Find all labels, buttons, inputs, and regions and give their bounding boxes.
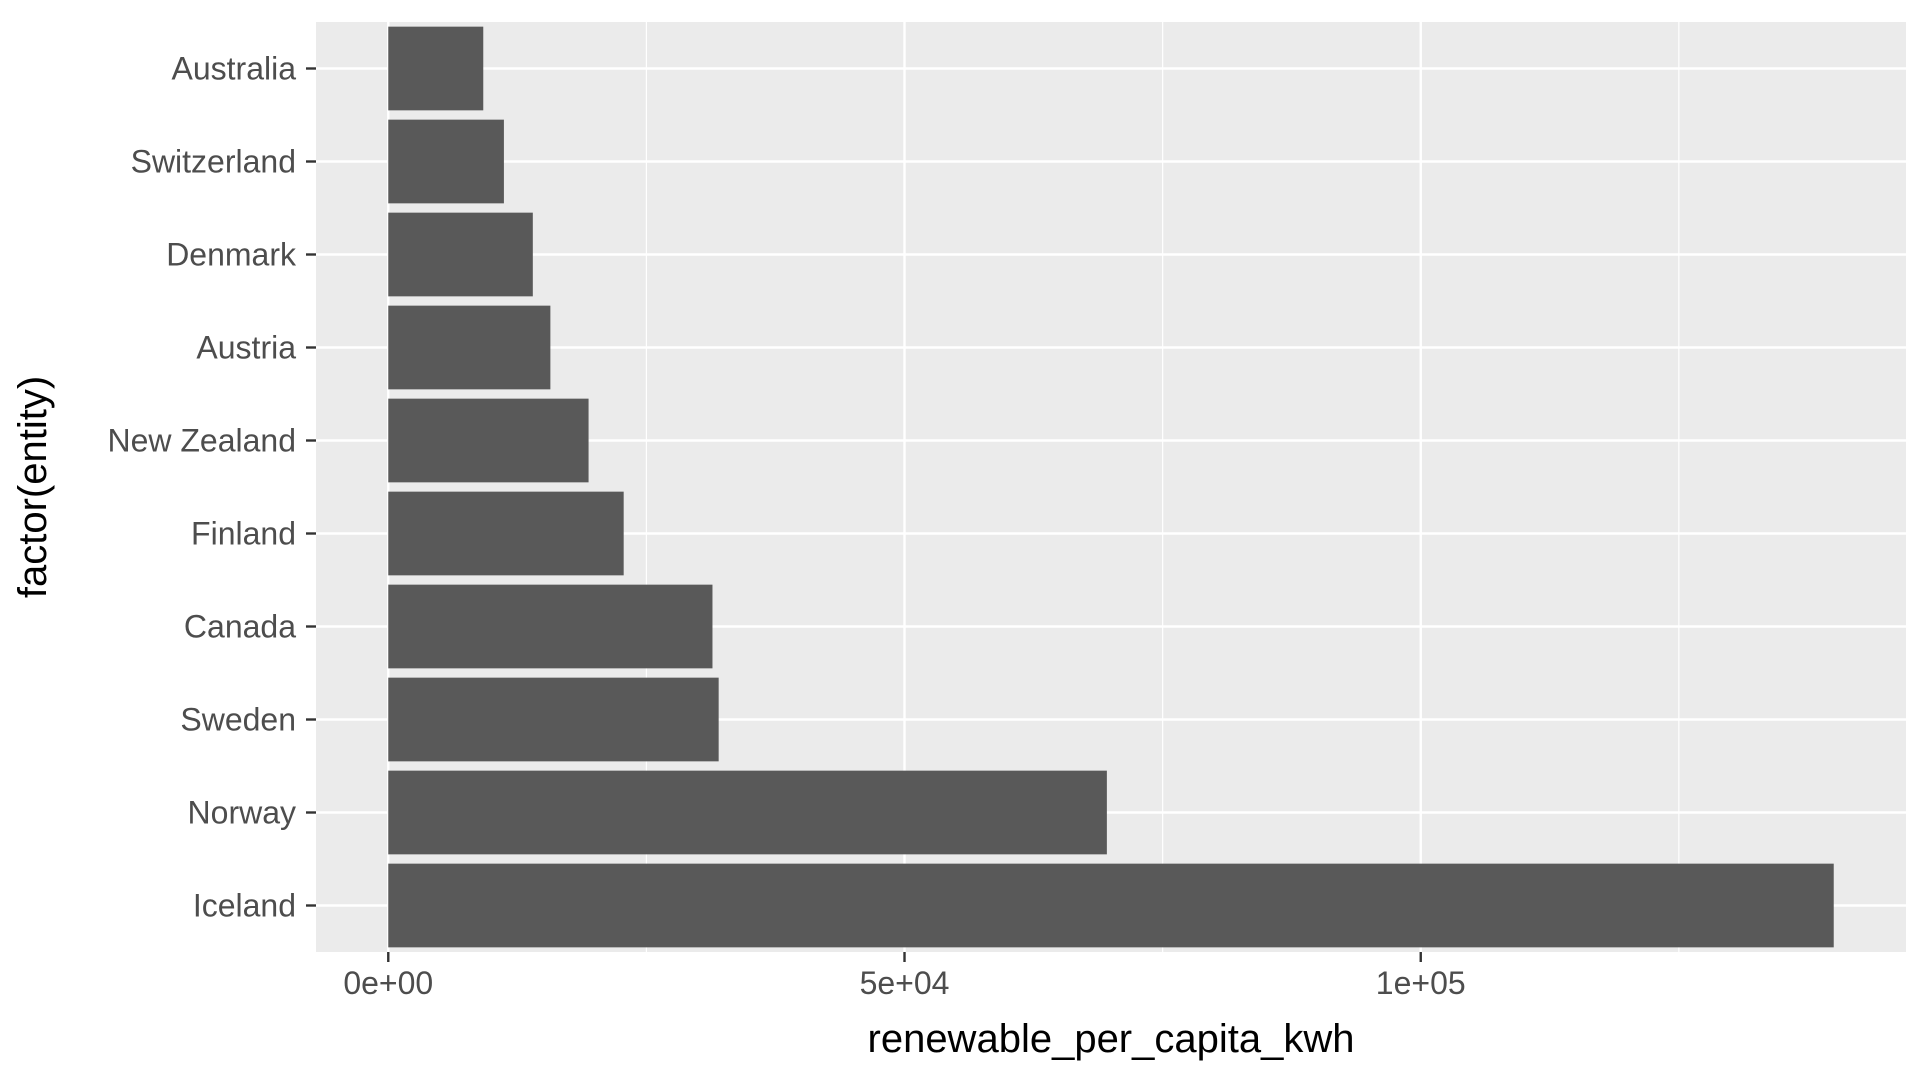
- grid-lines: [316, 22, 1906, 952]
- bar-australia: [388, 26, 484, 111]
- x-tick-label: 1e+05: [1376, 965, 1466, 1001]
- bar-iceland: [388, 863, 1834, 948]
- y-tick-label: Iceland: [193, 888, 296, 924]
- y-tick-label: Australia: [172, 51, 297, 87]
- x-tick-label: 5e+04: [860, 965, 950, 1001]
- bar-denmark: [388, 212, 533, 297]
- y-tick-label: Sweden: [180, 702, 296, 738]
- x-tick-label: 0e+00: [343, 965, 433, 1001]
- y-axis-title: factor(entity): [11, 376, 55, 598]
- bar-norway: [388, 770, 1107, 855]
- y-axis: Australia Switzerland Denmark Austria New Ze…: [107, 51, 316, 924]
- bar-new-zealand: [388, 398, 589, 483]
- x-axis: 0e+00 5e+04 1e+05: [343, 952, 1466, 1001]
- y-tick-label: New Zealand: [107, 423, 296, 459]
- bar-canada: [388, 584, 713, 669]
- y-tick-label: Denmark: [166, 237, 297, 273]
- bar-finland: [388, 491, 624, 576]
- bar-austria: [388, 305, 551, 390]
- bar-switzerland: [388, 119, 504, 204]
- x-axis-title: renewable_per_capita_kwh: [868, 1017, 1355, 1061]
- bars: [388, 26, 1834, 948]
- y-tick-label: Canada: [184, 609, 296, 645]
- bar-sweden: [388, 677, 719, 762]
- y-tick-label: Switzerland: [131, 144, 296, 180]
- y-tick-label: Norway: [188, 795, 296, 831]
- y-tick-label: Austria: [196, 330, 296, 366]
- y-tick-label: Finland: [191, 516, 296, 552]
